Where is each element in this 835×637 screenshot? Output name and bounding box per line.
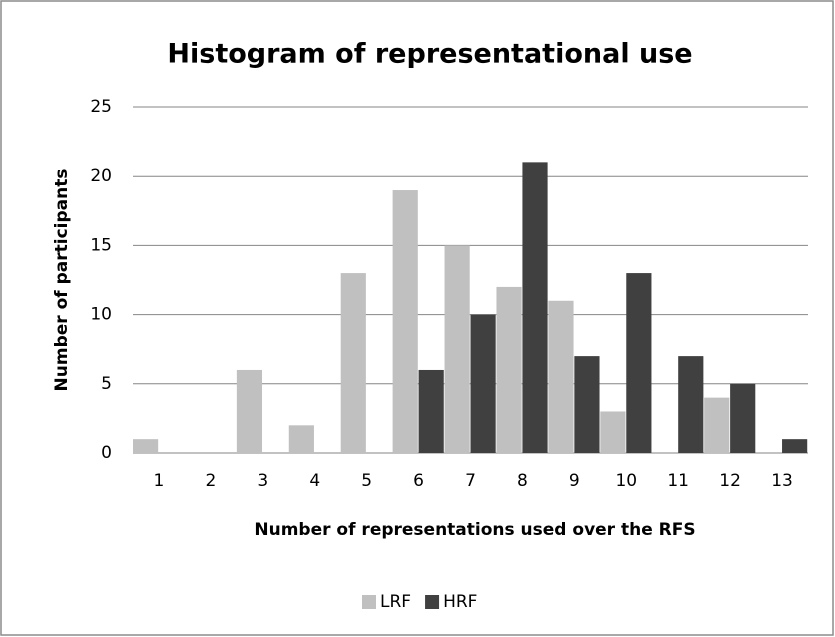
y-axis-label: Number of participants <box>52 169 72 392</box>
x-tick-label: 8 <box>517 471 528 491</box>
x-tick-label: 4 <box>309 471 320 491</box>
x-tick-label: 3 <box>257 471 268 491</box>
bar <box>626 273 652 453</box>
y-tick-label: 0 <box>101 443 112 463</box>
y-tick-label: 5 <box>101 374 112 394</box>
bar <box>678 356 704 453</box>
y-tick-label: 10 <box>90 305 112 325</box>
legend-swatch <box>362 595 376 609</box>
bar <box>600 411 626 453</box>
x-axis-label: Number of representations used over the … <box>254 520 695 540</box>
bar <box>496 286 522 453</box>
bar <box>522 162 548 454</box>
x-tick-label: 10 <box>615 471 637 491</box>
y-tick-label: 20 <box>90 166 112 186</box>
bar <box>444 245 470 453</box>
x-tick-label: 5 <box>361 471 372 491</box>
bar <box>133 439 159 453</box>
bar <box>470 314 496 453</box>
y-tick-label: 15 <box>90 235 112 255</box>
x-tick-label: 13 <box>771 471 793 491</box>
bar <box>392 190 418 454</box>
x-tick-label: 7 <box>465 471 476 491</box>
chart-title: Histogram of representational use <box>167 39 692 70</box>
bar <box>288 425 314 453</box>
legend-label: LRF <box>380 592 411 612</box>
bar <box>574 356 600 453</box>
bar <box>548 300 574 453</box>
bar <box>704 397 730 453</box>
x-tick-label: 12 <box>719 471 741 491</box>
x-tick-label: 1 <box>154 471 165 491</box>
bar <box>236 369 263 453</box>
legend-swatch <box>425 595 440 609</box>
x-tick-label: 9 <box>569 471 580 491</box>
x-tick-label: 2 <box>205 471 216 491</box>
x-tick-label: 11 <box>667 471 689 491</box>
bar <box>340 273 366 453</box>
x-tick-label: 6 <box>413 471 424 491</box>
legend-label: HRF <box>443 592 477 612</box>
bar <box>418 369 444 453</box>
y-tick-label: 25 <box>90 97 112 117</box>
bar <box>730 383 756 453</box>
bar <box>782 439 808 453</box>
